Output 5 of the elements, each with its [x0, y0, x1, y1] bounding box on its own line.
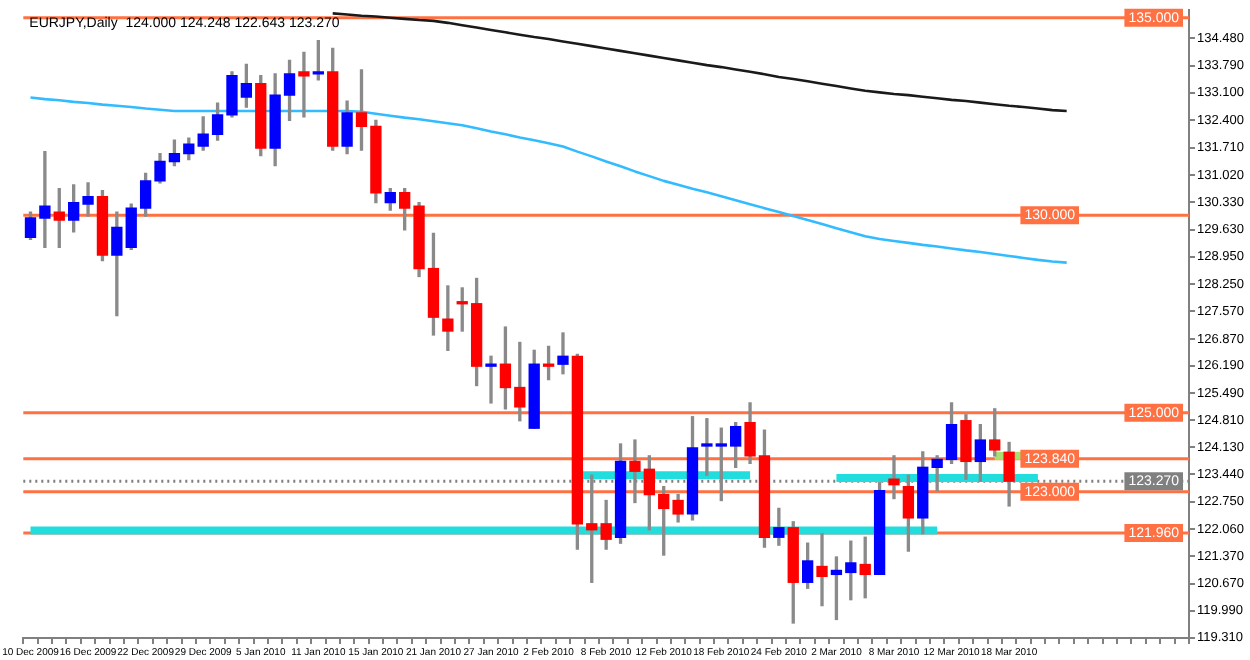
candlestick — [298, 51, 310, 118]
candlestick — [557, 332, 569, 375]
candlestick — [442, 285, 454, 352]
candlestick — [816, 533, 828, 607]
candlestick — [485, 355, 497, 404]
